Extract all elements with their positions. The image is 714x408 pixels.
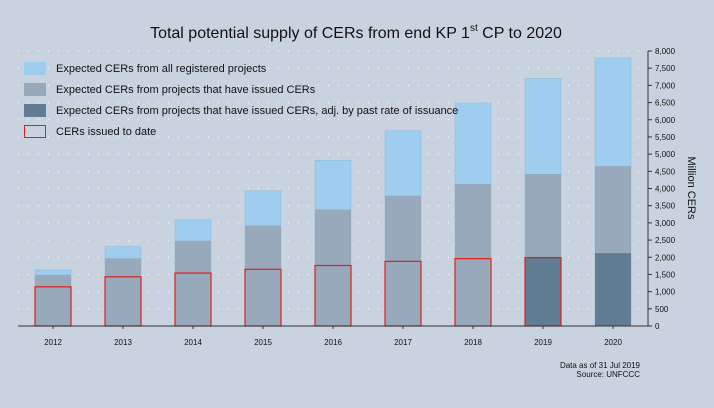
x-tick-label-2015: 2015 xyxy=(254,338,272,347)
legend-label-all-registered: Expected CERs from all registered projec… xyxy=(56,62,267,75)
y-tick-label-4,000: 4,000 xyxy=(655,185,676,194)
footnote-date: Data as of 31 Jul 2019 xyxy=(559,361,640,370)
y-tick-label-6,500: 6,500 xyxy=(655,99,676,108)
bar-series2-2015 xyxy=(245,225,281,326)
x-tick-label-2013: 2013 xyxy=(114,338,132,347)
y-tick-label-500: 500 xyxy=(655,305,669,314)
legend-swatch-issued-projects xyxy=(24,83,46,96)
bar-series2-2012 xyxy=(35,274,71,326)
legend: Expected CERs from all registered projec… xyxy=(24,58,458,142)
y-tick-label-0: 0 xyxy=(655,322,660,331)
y-tick-label-6,000: 6,000 xyxy=(655,116,676,125)
bar-series3-2020 xyxy=(595,253,631,326)
x-tick-label-2017: 2017 xyxy=(394,338,412,347)
legend-swatch-adjusted xyxy=(24,104,46,117)
y-tick-label-2,000: 2,000 xyxy=(655,253,676,262)
x-tick-label-2014: 2014 xyxy=(184,338,202,347)
bar-series2-2018 xyxy=(455,184,491,326)
y-axis: 0 500 1,000 1,500 2,000 2,500 3,000 3,500 4,000 4… xyxy=(647,47,676,331)
x-tick-label-2018: 2018 xyxy=(464,338,482,347)
x-axis: 2012 2013 2014 2015 2016 2017 2018 2019 2020 xyxy=(18,325,648,347)
footnote-source: Source: UNFCCC xyxy=(576,370,640,379)
y-tick-label-7,000: 7,000 xyxy=(655,81,676,90)
bar-series2-2014 xyxy=(175,240,211,326)
legend-item-issued-to-date: CERs issued to date xyxy=(24,121,458,142)
y-tick-label-8,000: 8,000 xyxy=(655,47,676,56)
y-tick-label-3,500: 3,500 xyxy=(655,202,676,211)
bar-series2-2013 xyxy=(105,258,141,326)
bar-series2-2016 xyxy=(315,209,351,326)
bars xyxy=(34,57,632,327)
legend-label-adjusted: Expected CERs from projects that have is… xyxy=(56,104,459,117)
y-tick-label-3,000: 3,000 xyxy=(655,219,676,228)
y-tick-label-4,500: 4,500 xyxy=(655,167,676,176)
footnote: Data as of 31 Jul 2019 Source: UNFCCC xyxy=(560,361,640,379)
x-tick-label-2019: 2019 xyxy=(534,338,552,347)
y-tick-label-5,500: 5,500 xyxy=(655,133,676,142)
y-tick-label-7,500: 7,500 xyxy=(655,64,676,73)
y-axis-label: Million CERs xyxy=(685,157,697,220)
legend-item-all-registered: Expected CERs from all registered projec… xyxy=(24,58,458,79)
legend-swatch-all-registered xyxy=(24,62,46,75)
x-tick-label-2012: 2012 xyxy=(44,338,62,347)
x-tick-label-2016: 2016 xyxy=(324,338,342,347)
legend-label-issued-projects: Expected CERs from projects that have is… xyxy=(56,83,316,96)
y-tick-label-1,500: 1,500 xyxy=(655,270,676,279)
bar-series3-2019 xyxy=(525,257,561,326)
chart-title: Total potential supply of CERs from end … xyxy=(150,23,562,42)
legend-label-issued-to-date: CERs issued to date xyxy=(56,125,157,138)
x-tick-label-2020: 2020 xyxy=(604,338,622,347)
y-tick-label-5,000: 5,000 xyxy=(655,150,676,159)
y-tick-label-2,500: 2,500 xyxy=(655,236,676,245)
y-tick-label-1,000: 1,000 xyxy=(655,288,676,297)
legend-item-adjusted: Expected CERs from projects that have is… xyxy=(24,100,458,121)
legend-item-issued-projects: Expected CERs from projects that have is… xyxy=(24,79,458,100)
legend-swatch-issued-to-date xyxy=(24,125,46,138)
